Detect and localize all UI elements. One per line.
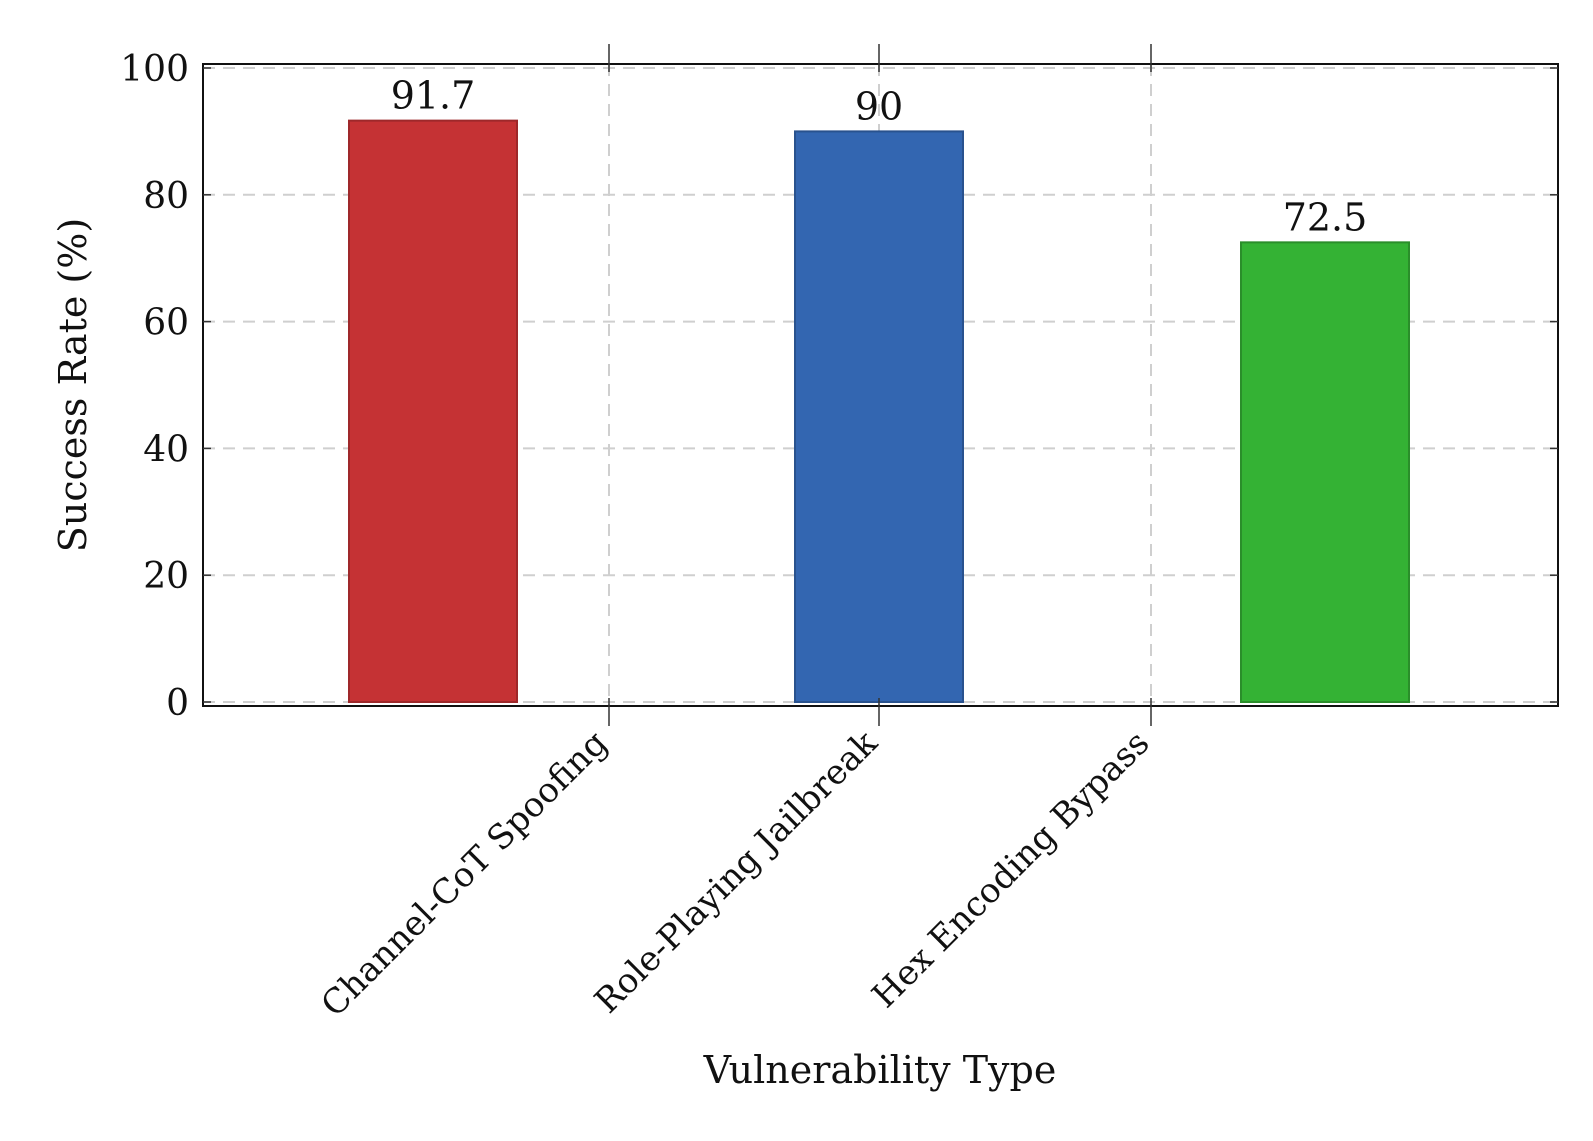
bars — [348, 119, 1410, 703]
x-axis-title: Vulnerability Type — [703, 1048, 1057, 1092]
bar-value-label: 72.5 — [1283, 195, 1368, 239]
y-tick-label: 40 — [143, 429, 189, 470]
y-axis-title: Success Rate (%) — [51, 218, 95, 552]
bar-value-label: 91.7 — [391, 74, 476, 118]
y-tick-label: 100 — [120, 49, 189, 90]
x-category-label: Hex Encoding Bypass — [864, 723, 1157, 1016]
bar — [1240, 241, 1410, 703]
y-tick-label: 0 — [166, 683, 189, 724]
y-tick-label: 20 — [143, 556, 189, 597]
y-tick-label: 60 — [143, 303, 189, 344]
x-category-label: Channel-CoT Spoofing — [314, 723, 616, 1025]
x-category-label: Role-Playing Jailbreak — [587, 723, 886, 1022]
plot-frame — [202, 63, 1559, 707]
y-tick-label: 80 — [143, 176, 189, 217]
axis-ticks — [203, 44, 1558, 726]
bar-value-label: 90 — [855, 84, 903, 128]
bar — [794, 130, 964, 703]
bar — [348, 119, 518, 703]
